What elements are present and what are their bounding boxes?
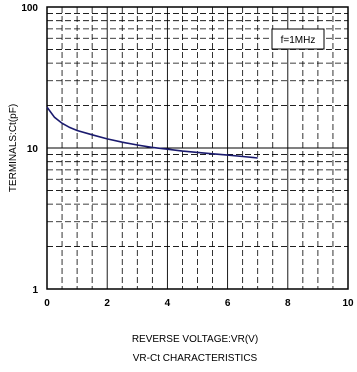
frequency-annotation: f=1MHz xyxy=(281,35,316,46)
x-tick-label: 8 xyxy=(285,298,291,309)
x-tick-label: 4 xyxy=(165,298,171,309)
y-tick-labels: 1 10 100 xyxy=(21,3,38,296)
y-tick-label: 100 xyxy=(21,3,38,14)
plot-frame xyxy=(46,6,349,290)
ct-curve xyxy=(46,106,258,159)
x-tick-label: 10 xyxy=(342,298,354,309)
x-axis-label: REVERSE VOLTAGE:VR(V) xyxy=(132,334,258,345)
chart-title: VR-Ct CHARACTERISTICS xyxy=(133,353,258,364)
y-tick-label: 10 xyxy=(27,144,39,155)
frequency-annotation-box xyxy=(271,28,325,50)
x-tick-label: 0 xyxy=(44,298,50,309)
x-tick-labels: 0 2 4 6 8 10 xyxy=(44,298,354,309)
x-tick-label: 2 xyxy=(104,298,110,309)
y-tick-label: 1 xyxy=(32,285,38,296)
series-layer xyxy=(46,106,258,159)
x-tick-label: 6 xyxy=(225,298,231,309)
y-axis-label: TERMINALS:Ct(pF) xyxy=(8,104,19,192)
grid-layer xyxy=(47,7,348,289)
